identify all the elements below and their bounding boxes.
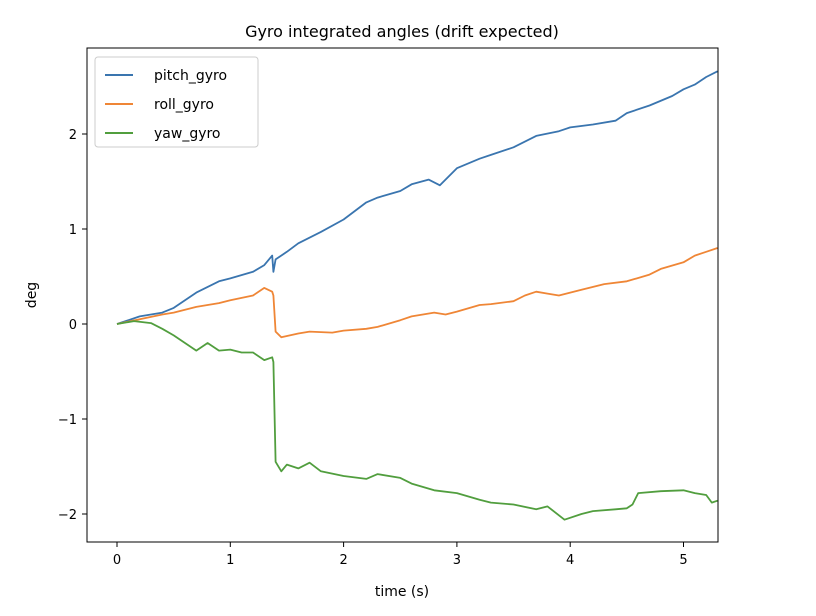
y-tick-label: 0	[69, 318, 77, 333]
x-tick-label: 3	[453, 553, 461, 568]
y-axis: −2 −1 0 1 2	[58, 128, 87, 523]
y-tick-label: 1	[69, 223, 77, 238]
x-tick-label: 1	[226, 553, 234, 568]
y-axis-label: deg	[24, 282, 40, 308]
legend: pitch_gyro roll_gyro yaw_gyro	[94, 56, 259, 148]
series-line-roll-gyro	[116, 247, 718, 339]
legend-label: roll_gyro	[154, 97, 214, 113]
axes-frame	[86, 47, 719, 543]
series-line-pitch-gyro	[116, 70, 718, 325]
legend-label: pitch_gyro	[154, 68, 227, 84]
series-line-yaw-gyro	[116, 320, 718, 521]
x-tick-label: 4	[566, 553, 574, 568]
plot-area	[116, 70, 718, 521]
legend-label: yaw_gyro	[154, 126, 221, 142]
x-axis-label: time (s)	[375, 584, 429, 600]
y-tick-label: −2	[58, 508, 77, 523]
legend-box	[94, 56, 259, 148]
y-tick-label: 2	[69, 128, 77, 143]
x-tick-label: 5	[679, 553, 687, 568]
x-tick-label: 0	[113, 553, 121, 568]
chart-title: Gyro integrated angles (drift expected)	[245, 22, 559, 41]
y-tick-label: −1	[58, 413, 77, 428]
x-axis: 0 1 2 3 4 5	[113, 542, 688, 568]
x-tick-label: 2	[339, 553, 347, 568]
